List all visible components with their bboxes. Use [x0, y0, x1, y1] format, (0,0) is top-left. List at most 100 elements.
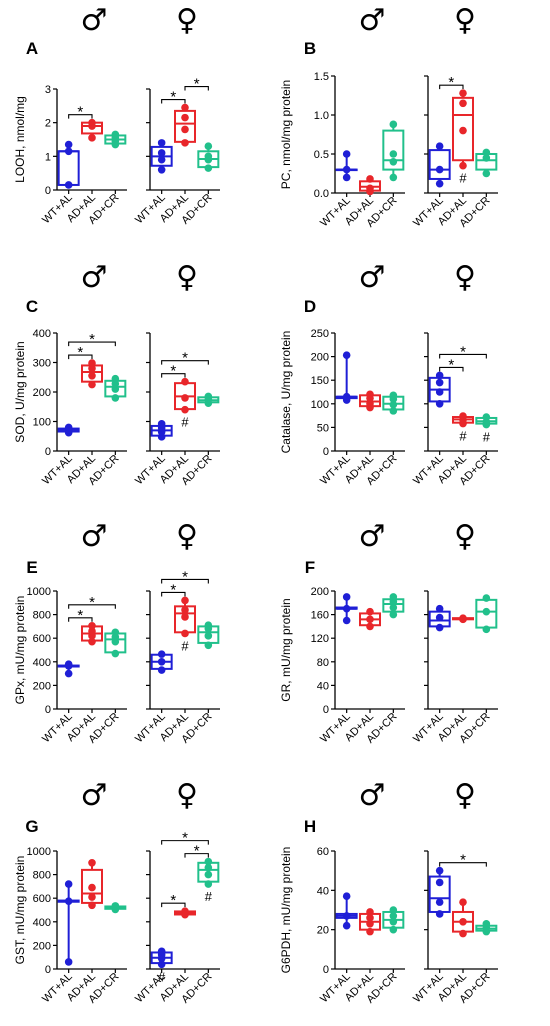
data-point: [435, 179, 444, 188]
data-point: [181, 394, 189, 402]
panel-f: FGR, mU/mg protein♂04080120160200WT+ALAD…: [279, 519, 498, 746]
panel-label: B: [304, 39, 316, 58]
y-axis-label: LOOH, nmol/mg: [13, 96, 27, 183]
data-point: [64, 147, 73, 156]
box-wt-al: [335, 351, 358, 404]
female-symbol: ♀: [176, 3, 198, 38]
data-point: [88, 118, 96, 127]
y-tick-label: 0: [45, 964, 51, 976]
female-symbol: ♀: [176, 519, 198, 554]
significance-bracket: *: [439, 852, 487, 869]
y-tick-label: 400: [33, 917, 51, 929]
data-point: [204, 857, 213, 866]
data-point: [435, 604, 444, 613]
y-tick-label: 800: [33, 870, 51, 882]
significance-star: *: [182, 830, 188, 847]
data-point: [459, 412, 467, 420]
data-point: [435, 378, 444, 387]
significance-bracket: *: [161, 89, 186, 106]
box-wt-al: [150, 420, 173, 441]
data-point: [435, 910, 444, 918]
y-axis-label: SOD, U/mg protein: [13, 341, 27, 442]
box-ad-cr: [382, 906, 405, 934]
bracket-line: [161, 373, 186, 378]
y-tick-label: 50: [317, 422, 329, 434]
y-tick-label: 0: [323, 964, 329, 976]
box-ad-al: [452, 898, 474, 938]
data-point: [181, 596, 189, 605]
data-point: [366, 175, 374, 183]
data-point: [342, 892, 351, 901]
hash-mark: #: [158, 969, 166, 984]
box-wt-al: [150, 650, 173, 674]
data-point: [389, 925, 398, 934]
data-point: [482, 594, 491, 602]
data-point: [64, 897, 73, 905]
box-ad-cr: [197, 392, 220, 408]
data-point: [389, 912, 398, 920]
data-point: [204, 392, 213, 401]
y-tick-label: 100: [311, 399, 329, 411]
data-point: [459, 929, 467, 938]
significance-star: *: [77, 104, 83, 121]
box-wt-al: [428, 371, 451, 408]
significance-bracket: *: [161, 581, 186, 598]
y-tick-label: 0.0: [314, 188, 329, 200]
bracket-line: [161, 840, 209, 845]
panel-label: H: [304, 817, 316, 836]
significance-bracket: *: [161, 892, 186, 909]
female-symbol: ♀: [454, 519, 476, 554]
data-point: [111, 394, 120, 402]
bracket-line: [161, 902, 186, 908]
data-point: [64, 181, 73, 189]
data-point: [459, 614, 467, 622]
data-point: [366, 615, 374, 624]
data-point: [459, 89, 467, 97]
data-point: [459, 918, 467, 926]
data-point: [204, 152, 213, 161]
data-point: [459, 126, 467, 135]
data-point: [435, 613, 444, 622]
panel-label: A: [26, 39, 38, 58]
data-point: [64, 880, 73, 888]
y-tick-label: 600: [33, 633, 51, 645]
data-point: [88, 859, 96, 867]
significance-bracket: *: [161, 350, 209, 367]
y-tick-label: 250: [311, 328, 329, 340]
data-point: [88, 371, 96, 380]
y-tick-label: 40: [317, 885, 329, 897]
bracket-line: [439, 84, 464, 90]
data-point: [482, 413, 491, 421]
box-ad-al: [81, 622, 103, 646]
significance-star: *: [194, 76, 200, 93]
significance-bracket: *: [439, 74, 464, 91]
bracket-line: [184, 853, 209, 858]
data-point: [181, 606, 189, 614]
significance-bracket: *: [161, 363, 186, 380]
hash-mark: #: [205, 889, 213, 904]
data-point: [181, 629, 189, 638]
data-point: [482, 919, 491, 928]
bracket-line: [68, 354, 93, 360]
hash-mark: #: [181, 415, 189, 430]
bracket-line: [161, 578, 209, 584]
y-tick-label: 0.5: [314, 149, 329, 161]
data-point: [157, 420, 166, 428]
box-ad-al: [81, 118, 103, 142]
box-ad-cr: [197, 142, 220, 172]
data-point: [64, 660, 73, 668]
hash-mark: #: [459, 429, 467, 444]
y-tick-label: 0: [45, 185, 51, 197]
significance-bracket: *: [439, 356, 464, 373]
data-point: [435, 898, 444, 906]
significance-star: *: [89, 594, 95, 611]
male-symbol: ♂: [359, 519, 386, 554]
y-tick-label: 1: [45, 151, 51, 163]
box-ad-cr: [382, 593, 405, 619]
box-ad-cr: [475, 413, 498, 429]
data-point: [366, 607, 374, 616]
y-axis-label: GST, mU/mg protein: [13, 856, 27, 965]
